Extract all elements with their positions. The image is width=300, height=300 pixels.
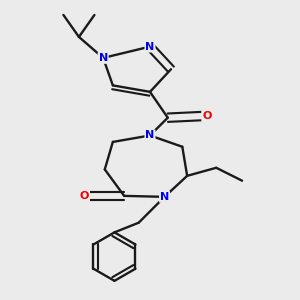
Text: N: N: [98, 53, 108, 63]
Text: N: N: [160, 192, 169, 202]
Text: O: O: [202, 111, 212, 121]
Text: N: N: [146, 130, 154, 140]
Text: N: N: [146, 42, 154, 52]
Text: O: O: [80, 191, 89, 201]
